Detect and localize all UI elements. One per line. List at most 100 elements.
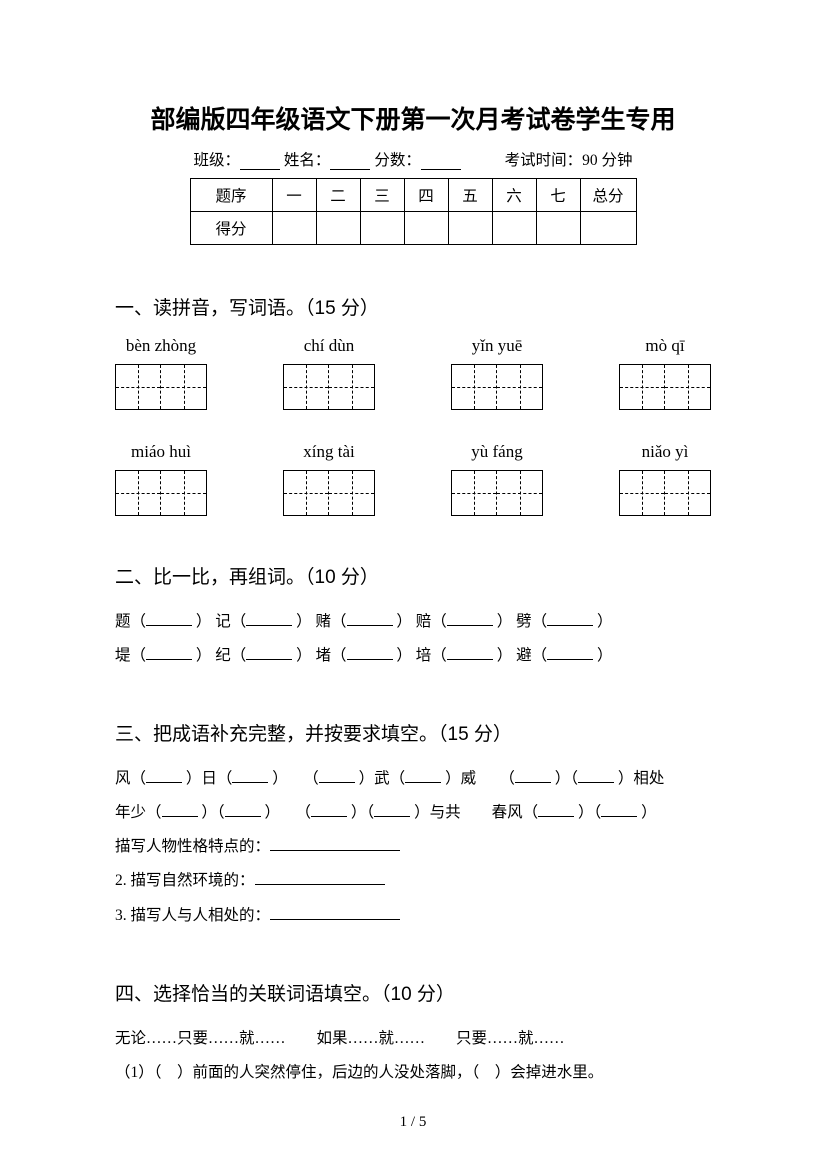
blank[interactable]	[225, 802, 261, 817]
section-heading: 三、把成语补充完整，并按要求填空。（15 分）	[115, 719, 711, 746]
question-line: 描写人物性格特点的：	[115, 830, 711, 864]
section-4: 四、选择恰当的关联词语填空。（10 分） 无论……只要……就…… 如果……就………	[115, 979, 711, 1090]
text: ）相处	[618, 770, 665, 787]
text: ）	[641, 804, 657, 821]
text: ）	[597, 613, 613, 630]
pinyin-item: bèn zhòng	[115, 336, 207, 410]
score-label: 分数：	[374, 152, 421, 169]
char-box[interactable]	[115, 364, 207, 410]
text: 描写人物性格特点的：	[115, 838, 270, 855]
score-cell[interactable]	[448, 212, 492, 245]
blank[interactable]	[146, 768, 182, 783]
text: ）日（	[186, 770, 233, 787]
text: ） （	[265, 804, 312, 821]
blank[interactable]	[347, 645, 393, 660]
text: ）威 （	[445, 770, 515, 787]
blank[interactable]	[447, 611, 493, 626]
question-line: 2. 描写自然环境的：	[115, 864, 711, 898]
char-box[interactable]	[115, 470, 207, 516]
pinyin-row: miáo huì xíng tài yù fáng niǎo yì	[115, 442, 711, 516]
header-info: 班级： 姓名： 分数： 考试时间：90 分钟	[115, 148, 711, 170]
score-cell[interactable]	[492, 212, 536, 245]
blank[interactable]	[162, 802, 198, 817]
score-cell[interactable]	[360, 212, 404, 245]
blank[interactable]	[547, 611, 593, 626]
section-heading: 一、读拼音，写词语。（15 分）	[115, 293, 711, 320]
text: 2. 描写自然环境的：	[115, 872, 255, 889]
name-label: 姓名：	[284, 152, 331, 169]
blank[interactable]	[515, 768, 551, 783]
page-title: 部编版四年级语文下册第一次月考试卷学生专用	[115, 100, 711, 136]
col-header: 六	[492, 179, 536, 212]
table-row: 题序 一 二 三 四 五 六 七 总分	[190, 179, 636, 212]
time-label: 考试时间：90 分钟	[505, 152, 633, 169]
pinyin-item: yù fáng	[451, 442, 543, 516]
pinyin-label: xíng tài	[303, 442, 354, 462]
question-line: 3. 描写人与人相处的：	[115, 899, 711, 933]
section-3: 三、把成语补充完整，并按要求填空。（15 分） 风（ ）日（ ） （ ）武（ ）…	[115, 719, 711, 932]
char-box[interactable]	[451, 364, 543, 410]
text: ）与共 春风（	[414, 804, 538, 821]
blank[interactable]	[601, 802, 637, 817]
col-header: 七	[536, 179, 580, 212]
text: ） 避（	[497, 647, 547, 664]
word-compare-row: 题（ ） 记（ ） 赌（ ） 赔（ ） 劈（ ）	[115, 605, 711, 639]
blank[interactable]	[311, 802, 347, 817]
pinyin-item: niǎo yì	[619, 442, 711, 516]
blank[interactable]	[270, 905, 400, 920]
blank[interactable]	[255, 870, 385, 885]
word-compare-row: 堤（ ） 纪（ ） 堵（ ） 培（ ） 避（ ）	[115, 639, 711, 673]
score-cell[interactable]	[272, 212, 316, 245]
blank[interactable]	[246, 645, 292, 660]
blank[interactable]	[547, 645, 593, 660]
pinyin-item: xíng tài	[283, 442, 375, 516]
text: ）（	[201, 804, 224, 821]
pinyin-row: bèn zhòng chí dùn yǐn yuē mò qī	[115, 336, 711, 410]
blank[interactable]	[447, 645, 493, 660]
text: ） 堵（	[296, 647, 346, 664]
page-number: 1 / 5	[0, 1114, 826, 1131]
char-box[interactable]	[283, 470, 375, 516]
pinyin-item: chí dùn	[283, 336, 375, 410]
text: 题（	[115, 613, 146, 630]
section-2: 二、比一比，再组词。（10 分） 题（ ） 记（ ） 赌（ ） 赔（ ） 劈（ …	[115, 562, 711, 673]
blank[interactable]	[538, 802, 574, 817]
score-cell[interactable]	[404, 212, 448, 245]
char-box[interactable]	[451, 470, 543, 516]
blank[interactable]	[232, 768, 268, 783]
blank[interactable]	[578, 768, 614, 783]
col-header: 四	[404, 179, 448, 212]
score-cell[interactable]	[536, 212, 580, 245]
text: ） 记（	[196, 613, 246, 630]
text: ） 培（	[396, 647, 446, 664]
text: ） 劈（	[497, 613, 547, 630]
pinyin-label: chí dùn	[304, 336, 355, 356]
blank[interactable]	[246, 611, 292, 626]
score-cell[interactable]	[580, 212, 636, 245]
score-blank[interactable]	[421, 154, 461, 170]
blank[interactable]	[405, 768, 441, 783]
section-heading: 四、选择恰当的关联词语填空。（10 分）	[115, 979, 711, 1006]
idiom-row: 年少（ ）（ ） （ ）（ ）与共 春风（ ）（ ）	[115, 796, 711, 830]
score-cell[interactable]	[316, 212, 360, 245]
idiom-row: 风（ ）日（ ） （ ）武（ ）威 （ ）（ ）相处	[115, 762, 711, 796]
class-blank[interactable]	[240, 154, 280, 170]
text: 风（	[115, 770, 146, 787]
blank[interactable]	[319, 768, 355, 783]
char-box[interactable]	[619, 470, 711, 516]
char-box[interactable]	[283, 364, 375, 410]
char-box[interactable]	[619, 364, 711, 410]
col-header: 二	[316, 179, 360, 212]
text: 年少（	[115, 804, 162, 821]
text: ） 赔（	[396, 613, 446, 630]
blank[interactable]	[146, 611, 192, 626]
blank[interactable]	[347, 611, 393, 626]
blank[interactable]	[146, 645, 192, 660]
blank[interactable]	[374, 802, 410, 817]
pinyin-label: bèn zhòng	[126, 336, 196, 356]
col-header: 五	[448, 179, 492, 212]
text: ） （	[272, 770, 319, 787]
blank[interactable]	[270, 836, 400, 851]
section-1: 一、读拼音，写词语。（15 分） bèn zhòng chí dùn yǐn y…	[115, 293, 711, 516]
name-blank[interactable]	[330, 154, 370, 170]
